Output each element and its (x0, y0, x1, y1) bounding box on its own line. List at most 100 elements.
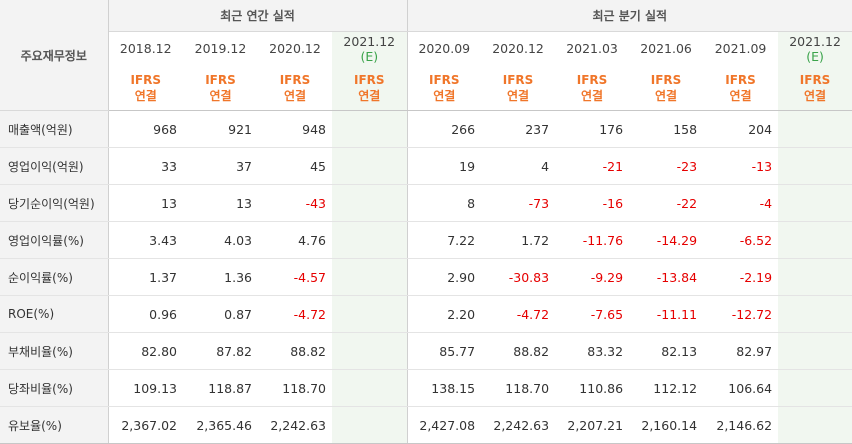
financial-data-body: 매출액(억원) 968 921 948 266 237 176 158 204 영업이익(억원) 3… (0, 110, 852, 444)
table-cell: -4.72 (258, 295, 332, 333)
table-cell: 13 (183, 184, 258, 222)
period-header: 2018.12 (108, 31, 183, 65)
consolidation-label: 연결 (209, 88, 232, 103)
consolidation-label: 연결 (655, 88, 678, 103)
table-cell (332, 258, 408, 296)
table-cell (778, 258, 852, 296)
table-cell: -30.83 (481, 258, 556, 296)
table-cell: 4 (481, 147, 556, 185)
table-cell: 2,365.46 (183, 406, 258, 444)
table-cell: -11.76 (555, 221, 630, 259)
table-cell: 2.20 (407, 295, 482, 333)
accounting-standard-label: IFRS (725, 72, 756, 87)
table-cell: -4 (703, 184, 779, 222)
period-label: 2021.12 (789, 33, 841, 49)
table-cell (778, 110, 852, 148)
table-cell: -13.84 (629, 258, 704, 296)
table-row: ROE(%) 0.96 0.87 -4.72 2.20 -4.72 -7.65 -11.11-… (0, 295, 852, 333)
estimate-mark: (E) (806, 48, 824, 64)
table-cell: 88.82 (258, 332, 332, 370)
table-cell (332, 406, 408, 444)
consolidation-label: 연결 (507, 88, 530, 103)
table-cell: 2.90 (407, 258, 482, 296)
table-cell: 0.96 (108, 295, 183, 333)
table-cell: -14.29 (629, 221, 704, 259)
table-cell: 1.36 (183, 258, 258, 296)
table-cell (332, 332, 408, 370)
accounting-standard-label: IFRS (429, 72, 460, 87)
table-cell: 85.77 (407, 332, 482, 370)
table-cell (332, 369, 408, 407)
corner-label: 주요재무정보 (0, 0, 109, 111)
period-header: 2020.12 (481, 31, 556, 65)
table-cell: -9.29 (555, 258, 630, 296)
table-cell: -7.65 (555, 295, 630, 333)
accounting-standard-header: IFRS 연결 (778, 65, 852, 111)
table-cell: 8 (407, 184, 482, 222)
accounting-standard-label: IFRS (650, 72, 682, 87)
accounting-standard-header: IFRS 연결 (108, 65, 183, 111)
accounting-standard-header: IFRS 연결 (555, 65, 630, 111)
table-cell (332, 147, 408, 185)
row-label: 순이익률(%) (0, 258, 109, 296)
table-cell: 2,146.62 (703, 406, 779, 444)
table-cell: -22 (629, 184, 704, 222)
period-header: 2021.12 (E) (332, 31, 408, 65)
consolidation-label: 연결 (134, 88, 157, 103)
table-cell: 2,207.21 (555, 406, 630, 444)
table-cell: -16 (555, 184, 630, 222)
accounting-standard-label: IFRS (205, 72, 236, 87)
table-cell: 138.15 (407, 369, 482, 407)
table-cell (778, 184, 852, 222)
table-row: 당기순이익(억원) 13 13 -43 8 -73 -16 -22 -4 (0, 184, 852, 222)
table-cell: 33 (108, 147, 183, 185)
table-cell: 1.72 (481, 221, 556, 259)
accounting-standard-header: IFRS 연결 (258, 65, 332, 111)
accounting-standard-label: IFRS (279, 72, 311, 87)
table-row: 영업이익률(%) 3.43 4.03 4.76 7.22 1.72 -11.76 -14.29… (0, 221, 852, 259)
accounting-standard-label: IFRS (130, 72, 162, 87)
row-label: 부채비율(%) (0, 332, 109, 370)
table-cell: 88.82 (481, 332, 556, 370)
table-cell: 204 (703, 110, 779, 148)
accounting-standard-header: IFRS 연결 (332, 65, 408, 111)
accounting-standard-label: IFRS (799, 72, 831, 87)
table-cell: 82.13 (629, 332, 704, 370)
table-cell: 118.70 (258, 369, 332, 407)
table-cell: -4.72 (481, 295, 556, 333)
table-cell: -43 (258, 184, 332, 222)
table-row: 부채비율(%) 82.80 87.82 88.82 85.77 88.82 83.32 82.… (0, 332, 852, 370)
table-cell: 948 (258, 110, 332, 148)
table-cell: -2.19 (703, 258, 779, 296)
group-quarter-header: 최근 분기 실적 (407, 0, 852, 32)
table-cell: 106.64 (703, 369, 779, 407)
table-cell (332, 110, 408, 148)
table-cell: 3.43 (108, 221, 183, 259)
period-header: 2021.03 (555, 31, 630, 65)
period-header: 2020.12 (258, 31, 332, 65)
table-cell (332, 295, 408, 333)
consolidation-label: 연결 (581, 88, 604, 103)
accounting-standard-header: IFRS 연결 (183, 65, 258, 111)
table-cell: 110.86 (555, 369, 630, 407)
table-cell: 7.22 (407, 221, 482, 259)
period-header: 2021.09 (703, 31, 779, 65)
table-cell: 112.12 (629, 369, 704, 407)
table-cell (778, 147, 852, 185)
table-cell: -4.57 (258, 258, 332, 296)
table-cell (778, 332, 852, 370)
table-cell: 4.03 (183, 221, 258, 259)
table-cell: 0.87 (183, 295, 258, 333)
accounting-standard-label: IFRS (354, 72, 385, 87)
row-label: 매출액(억원) (0, 110, 109, 148)
table-cell: 921 (183, 110, 258, 148)
consolidation-label: 연결 (283, 88, 307, 103)
period-header: 2020.09 (407, 31, 482, 65)
table-row: 영업이익(억원) 33 37 45 19 4 -21 -23 -13 (0, 147, 852, 185)
table-cell: 45 (258, 147, 332, 185)
group-annual-header: 최근 연간 실적 (108, 0, 408, 32)
table-cell: 2,367.02 (108, 406, 183, 444)
table-cell: 968 (108, 110, 183, 148)
table-cell: 37 (183, 147, 258, 185)
